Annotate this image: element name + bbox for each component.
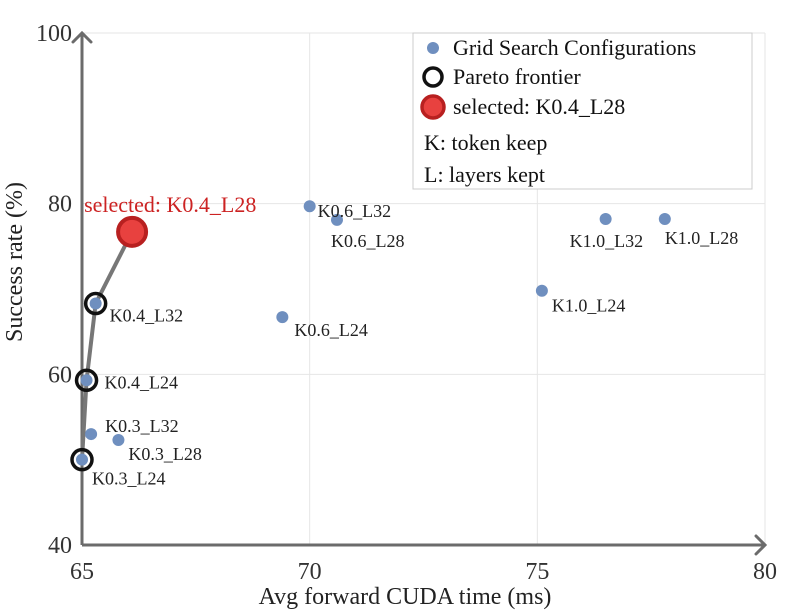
data-point (303, 200, 316, 213)
data-points (70, 200, 671, 472)
pareto-frontier (80, 230, 134, 460)
pareto-point (70, 447, 94, 472)
data-point (112, 434, 125, 447)
point-label: K0.4_L24 (105, 372, 179, 392)
y-tick-label: 40 (48, 533, 72, 559)
pareto-frontier-line (80, 230, 134, 460)
pareto-point (74, 368, 99, 393)
point-label: K0.3_L32 (105, 416, 178, 436)
legend-label: selected: K0.4_L28 (453, 94, 625, 119)
point-label: K0.4_L32 (110, 306, 184, 326)
x-axis-arrow (754, 534, 768, 556)
data-point (535, 284, 548, 297)
legend-label: Pareto frontier (453, 64, 581, 89)
data-point (76, 453, 88, 466)
ticks: 65 70 75 80 40 60 80 100 (36, 21, 777, 585)
legend-dot-marker (427, 42, 439, 54)
x-tick-label: 80 (753, 559, 777, 585)
point-label: K0.6_L24 (294, 320, 368, 340)
legend-label: K: token keep (424, 130, 547, 155)
point-labels: selected: K0.4_L28 K0.3_L24 K0.3_L32 K0.3_L… (84, 192, 738, 489)
point-label: K0.3_L24 (92, 469, 166, 489)
x-tick-label: 65 (70, 559, 94, 585)
y-axis-arrow (71, 30, 93, 44)
legend-selected-marker (420, 94, 446, 120)
point-label: K0.6_L28 (331, 231, 405, 251)
selected-point (116, 215, 149, 248)
point-label: K0.3_L28 (128, 444, 202, 464)
y-tick-label: 80 (48, 192, 72, 218)
y-tick-label: 100 (36, 21, 72, 47)
y-axis-label: Success rate (%) (2, 182, 28, 342)
legend-ring-marker (422, 66, 444, 88)
data-point (276, 311, 289, 324)
data-point (80, 374, 93, 387)
x-tick-label: 70 (298, 559, 322, 585)
y-tick-label: 60 (48, 362, 72, 388)
x-tick-label: 75 (525, 559, 549, 585)
point-label: K1.0_L32 (570, 231, 644, 251)
legend-label: L: layers kept (424, 162, 545, 187)
data-point (89, 297, 102, 310)
data-point (599, 213, 612, 226)
data-point (85, 428, 98, 441)
pareto-point (83, 291, 108, 316)
point-label: K0.6_L32 (318, 201, 392, 221)
y-axis-label-text: Success rate (%) (2, 182, 28, 342)
data-point (658, 213, 671, 226)
legend: Grid Search Configurations Pareto frontie… (412, 32, 753, 190)
point-label: K1.0_L28 (665, 228, 739, 248)
legend-box (412, 32, 753, 190)
legend-label: Grid Search Configurations (453, 35, 696, 60)
x-axis-label: Avg forward CUDA time (ms) (259, 584, 552, 610)
point-label: K1.0_L24 (552, 296, 626, 316)
selected-point-label: selected: K0.4_L28 (84, 192, 256, 217)
data-point (330, 213, 343, 226)
